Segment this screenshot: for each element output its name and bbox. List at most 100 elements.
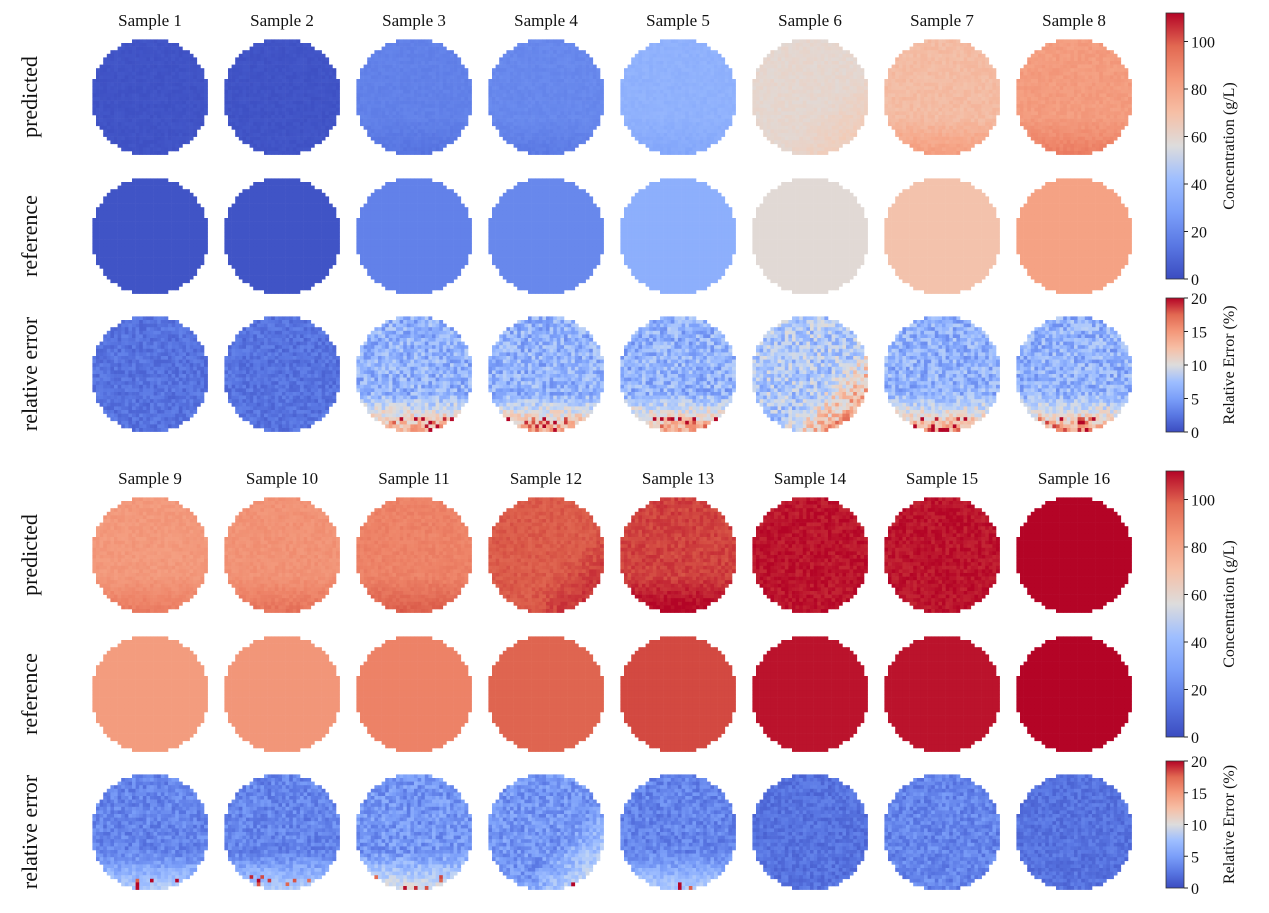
heatmap-cell <box>293 43 297 47</box>
heatmap-cell <box>314 334 318 338</box>
heatmap-cell <box>175 86 179 90</box>
heatmap-cell <box>228 111 232 115</box>
heatmap-cell <box>293 232 297 236</box>
heatmap-cell <box>172 193 176 197</box>
heatmap-cell <box>197 254 201 258</box>
heatmap-cell <box>289 268 293 272</box>
heatmap-cell <box>200 79 204 83</box>
heatmap-cell <box>161 268 165 272</box>
heatmap-cell <box>228 374 232 378</box>
heatmap-cell <box>114 119 118 123</box>
heatmap-cell <box>164 232 168 236</box>
heatmap-cell <box>246 204 250 208</box>
heatmap-cell <box>311 406 315 410</box>
heatmap-cell <box>146 286 150 290</box>
heatmap-cell <box>325 345 329 349</box>
heatmap-cell <box>190 385 194 389</box>
heatmap-cell <box>271 378 275 382</box>
heatmap-cell <box>304 144 308 148</box>
heatmap-cell <box>110 68 114 72</box>
heatmap-cell <box>268 178 272 182</box>
heatmap-cell <box>282 151 286 155</box>
heatmap-cell <box>143 126 147 130</box>
heatmap-cell <box>235 214 239 218</box>
heatmap-cell <box>250 75 254 79</box>
heatmap-cell <box>168 388 172 392</box>
heatmap-cell <box>125 392 129 396</box>
heatmap-cell <box>190 345 194 349</box>
heatmap-cell <box>200 218 204 222</box>
heatmap-cell <box>304 250 308 254</box>
heatmap-cell <box>278 61 282 65</box>
heatmap-cell <box>121 47 125 51</box>
heatmap-cell <box>264 137 268 141</box>
heatmap-cell <box>193 115 197 119</box>
heatmap-cell <box>253 356 257 360</box>
heatmap-cell <box>114 232 118 236</box>
heatmap-cell <box>139 258 143 262</box>
heatmap-cell <box>322 276 326 280</box>
heatmap-cell <box>118 243 122 247</box>
heatmap-cell <box>182 196 186 200</box>
heatmap-cell <box>136 75 140 79</box>
heatmap-cell <box>264 272 268 276</box>
heatmap-cell <box>164 147 168 151</box>
heatmap-cell <box>307 279 311 283</box>
heatmap-cell <box>100 68 104 72</box>
heatmap-cell <box>264 352 268 356</box>
heatmap-cell <box>322 68 326 72</box>
heatmap-cell <box>260 101 264 105</box>
heatmap-cell <box>128 363 132 367</box>
heatmap-cell <box>242 232 246 236</box>
heatmap-cell <box>311 196 315 200</box>
heatmap-cell <box>179 232 183 236</box>
heatmap-cell <box>132 374 136 378</box>
heatmap-cell <box>154 424 158 428</box>
heatmap-cell <box>257 68 261 72</box>
heatmap-cell <box>307 86 311 90</box>
heatmap-cell <box>132 39 136 43</box>
heatmap-cell <box>182 140 186 144</box>
heatmap-cell <box>121 250 125 254</box>
heatmap-cell <box>150 140 154 144</box>
heatmap-cell <box>139 254 143 258</box>
heatmap-cell <box>121 225 125 229</box>
heatmap-cell <box>204 229 208 233</box>
heatmap-cell <box>332 349 336 353</box>
heatmap-cell <box>139 193 143 197</box>
heatmap-cell <box>146 385 150 389</box>
heatmap-cell <box>182 345 186 349</box>
heatmap-cell <box>150 316 154 320</box>
heatmap-cell <box>164 129 168 133</box>
heatmap-cell <box>175 79 179 83</box>
heatmap-cell <box>118 57 122 61</box>
heatmap-cell <box>197 75 201 79</box>
heatmap-cell <box>260 47 264 51</box>
heatmap-cell <box>296 43 300 47</box>
heatmap-cell <box>264 247 268 251</box>
heatmap-cell <box>146 268 150 272</box>
heatmap-cell <box>300 79 304 83</box>
heatmap-cell <box>200 222 204 226</box>
heatmap-cell <box>325 349 329 353</box>
heatmap-cell <box>264 283 268 287</box>
heatmap-cell <box>289 381 293 385</box>
heatmap-cell <box>128 388 132 392</box>
heatmap-cell <box>296 115 300 119</box>
heatmap-cell <box>232 247 236 251</box>
heatmap-cell <box>172 133 176 137</box>
heatmap-cell <box>100 392 104 396</box>
heatmap-cell <box>239 137 243 141</box>
heatmap-cell <box>186 108 190 112</box>
heatmap-cell <box>224 218 228 222</box>
heatmap-cell <box>322 247 326 251</box>
heatmap-cell <box>150 254 154 258</box>
heatmap-cell <box>107 218 111 222</box>
heatmap-cell <box>268 126 272 130</box>
heatmap-cell <box>282 250 286 254</box>
heatmap-cell <box>96 72 100 76</box>
heatmap-cell <box>232 93 236 97</box>
heatmap-cell <box>329 396 333 400</box>
heatmap-cell <box>172 222 176 226</box>
heatmap-cell <box>253 115 257 119</box>
